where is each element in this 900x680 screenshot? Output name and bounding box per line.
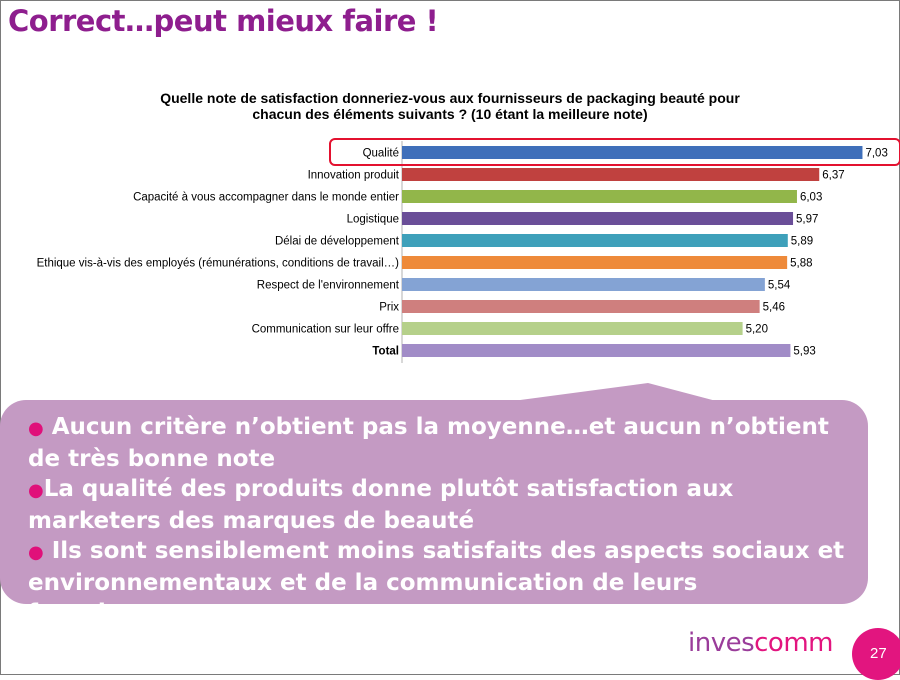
bar-total bbox=[402, 344, 791, 357]
bar-ethique-vis-a-vis-des-employes-remunerations-conditions-de-travail bbox=[402, 256, 788, 269]
callout-box bbox=[0, 400, 868, 604]
highlight-box bbox=[329, 138, 900, 166]
value-label-ethique-vis-a-vis-des-employes-remunerations-conditions-de-travail: 5,88 bbox=[790, 258, 812, 270]
bar-innovation-produit bbox=[402, 168, 820, 181]
chart-title: Quelle note de satisfaction donneriez-vo… bbox=[100, 90, 800, 122]
value-label-total: 5,93 bbox=[793, 346, 815, 358]
bullet-2: ●La qualité des produits donne plutôt sa… bbox=[28, 474, 858, 536]
value-label-innovation-produit: 6,37 bbox=[822, 170, 844, 182]
page-number: 27 bbox=[852, 628, 900, 680]
bar-communication-sur-leur-offre bbox=[402, 322, 743, 335]
callout-bullets: ● Aucun critère n’obtient pas la moyenne… bbox=[28, 412, 858, 628]
value-label-respect-de-l-environnement: 5,54 bbox=[768, 280, 791, 292]
category-label-respect-de-l-environnement: Respect de l'environnement bbox=[257, 280, 400, 292]
bullet-2-text: La qualité des produits donne plutôt sat… bbox=[28, 476, 734, 534]
bar-chart: Qualité 7,03 Innovation produit 6,37 Capacit… bbox=[37, 138, 900, 363]
callout-pointer bbox=[505, 383, 720, 402]
bullet-dot-icon: ● bbox=[28, 418, 44, 439]
category-label-communication-sur-leur-offre: Communication sur leur offre bbox=[252, 324, 399, 336]
value-label-capacite-a-vous-accompagner-dans-le-monde-entier: 6,03 bbox=[800, 192, 822, 204]
invescomm-logo: invescomm bbox=[688, 628, 833, 658]
bar-delai-de-developpement bbox=[402, 234, 788, 247]
bar-logistique bbox=[402, 212, 794, 225]
slide-title: Correct…peut mieux faire ! bbox=[8, 4, 439, 38]
bullet-1: ● Aucun critère n’obtient pas la moyenne… bbox=[28, 412, 858, 474]
category-label-prix: Prix bbox=[379, 302, 399, 314]
bullet-3: ● Ils sont sensiblement moins satisfaits… bbox=[28, 536, 858, 628]
bar-respect-de-l-environnement bbox=[402, 278, 765, 291]
value-label-qualite: 7,03 bbox=[865, 148, 887, 160]
value-label-logistique: 5,97 bbox=[796, 214, 818, 226]
value-label-communication-sur-leur-offre: 5,20 bbox=[746, 324, 768, 336]
category-label-capacite-a-vous-accompagner-dans-le-monde-entier: Capacité à vous accompagner dans le mond… bbox=[133, 192, 399, 204]
category-label-delai-de-developpement: Délai de développement bbox=[275, 236, 400, 248]
bar-prix bbox=[402, 300, 760, 313]
bullet-1-text: Aucun critère n’obtient pas la moyenne…e… bbox=[28, 414, 829, 472]
category-label-ethique-vis-a-vis-des-employes-remunerations-conditions-de-travail: Ethique vis-à-vis des employés (rémunéra… bbox=[37, 258, 400, 270]
value-label-prix: 5,46 bbox=[763, 302, 785, 314]
bullet-dot-icon: ● bbox=[28, 542, 44, 563]
chart-title-line-1: Quelle note de satisfaction donneriez-vo… bbox=[160, 90, 740, 106]
category-label-qualite: Qualité bbox=[363, 148, 399, 160]
bar-capacite-a-vous-accompagner-dans-le-monde-entier bbox=[402, 190, 797, 203]
bullet-dot-icon: ● bbox=[28, 480, 44, 501]
category-label-logistique: Logistique bbox=[347, 214, 399, 226]
category-label-total: Total bbox=[372, 346, 399, 358]
value-label-delai-de-developpement: 5,89 bbox=[791, 236, 813, 248]
chart-title-line-2: chacun des éléments suivants ? (10 étant… bbox=[252, 106, 648, 122]
category-label-innovation-produit: Innovation produit bbox=[308, 170, 400, 182]
bar-qualite bbox=[402, 146, 863, 159]
bullet-3-text: Ils sont sensiblement moins satisfaits d… bbox=[28, 538, 845, 626]
